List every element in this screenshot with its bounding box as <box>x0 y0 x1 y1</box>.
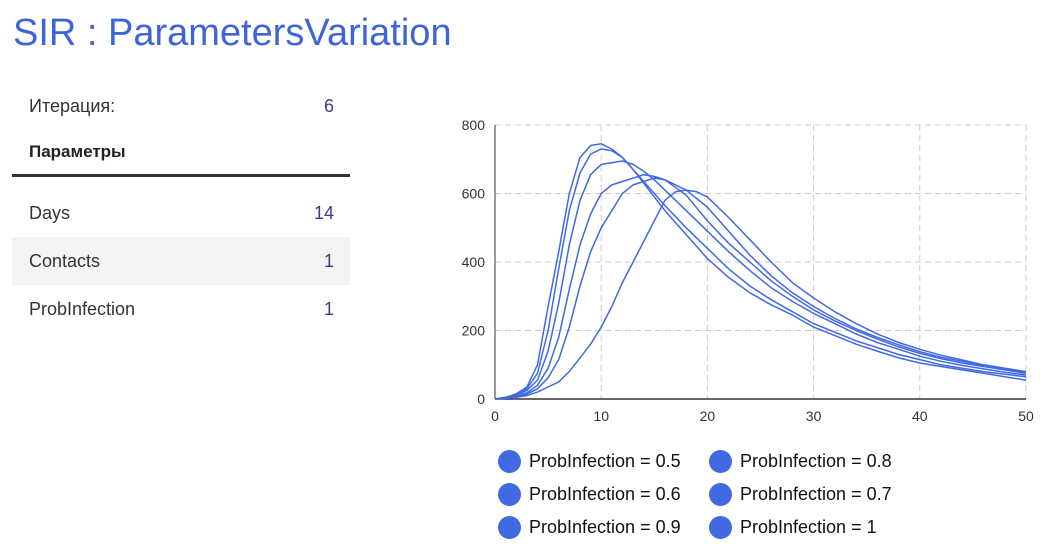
y-tick-label: 400 <box>462 254 486 270</box>
legend-marker-icon <box>498 482 521 506</box>
parameters-panel: Итерация: 6 Параметры Days 14 Contacts 1… <box>12 82 350 333</box>
param-row-contacts[interactable]: Contacts 1 <box>12 237 350 285</box>
param-value: 1 <box>323 298 334 319</box>
y-tick-label: 0 <box>477 391 485 407</box>
series-line <box>494 177 1027 400</box>
iteration-row: Итерация: 6 <box>12 82 350 130</box>
param-value: 1 <box>323 250 334 271</box>
iteration-label: Итерация: <box>29 95 116 116</box>
param-label: ProbInfection <box>29 298 136 319</box>
y-tick-label: 200 <box>462 323 486 339</box>
x-tick-label: 40 <box>912 408 928 424</box>
legend-item[interactable]: ProbInfection = 0.9 <box>498 515 709 539</box>
legend-marker-icon <box>709 482 732 506</box>
sir-chart: 0 200 400 600 800 0 10 20 30 40 50 ProbInfection =… <box>440 108 1040 548</box>
series-line <box>494 148 1027 400</box>
x-tick-label: 20 <box>700 408 716 424</box>
legend-label: ProbInfection = 0.9 <box>529 516 681 537</box>
legend-label: ProbInfection = 0.7 <box>740 483 892 504</box>
legend-item[interactable]: ProbInfection = 0.5 <box>498 449 709 473</box>
legend-item[interactable]: ProbInfection = 1 <box>709 515 920 539</box>
x-tick-label: 30 <box>806 408 822 424</box>
series-line <box>494 173 1027 400</box>
param-label: Days <box>29 202 71 223</box>
legend-marker-icon <box>709 449 732 473</box>
parameters-header: Параметры <box>12 130 350 174</box>
legend-marker-icon <box>498 449 521 473</box>
legend-label: ProbInfection = 0.8 <box>740 450 892 471</box>
x-tick-label: 10 <box>593 408 609 424</box>
series-line <box>494 160 1027 400</box>
legend-marker-icon <box>498 515 521 539</box>
chart-svg: 0 200 400 600 800 0 10 20 30 40 50 <box>462 117 1034 424</box>
parameters-header-label: Параметры <box>29 142 126 161</box>
param-value: 14 <box>313 202 334 223</box>
x-tick-label: 50 <box>1018 408 1034 424</box>
header-divider <box>12 174 350 177</box>
x-tick-label: 0 <box>491 408 499 424</box>
param-row-probinfection[interactable]: ProbInfection 1 <box>12 285 350 333</box>
chart-legend: ProbInfection = 0.5 ProbInfection = 0.8 … <box>498 449 978 539</box>
page-title: SIR : ParametersVariation <box>13 12 452 54</box>
legend-marker-icon <box>709 515 732 539</box>
series-line <box>494 189 1027 400</box>
legend-label: ProbInfection = 1 <box>740 516 877 537</box>
y-tick-label: 800 <box>462 117 486 133</box>
legend-label: ProbInfection = 0.5 <box>529 450 681 471</box>
series-line <box>494 143 1027 400</box>
param-label: Contacts <box>29 250 101 271</box>
legend-item[interactable]: ProbInfection = 0.8 <box>709 449 920 473</box>
iteration-value: 6 <box>323 95 334 116</box>
legend-item[interactable]: ProbInfection = 0.7 <box>709 482 920 506</box>
y-tick-label: 600 <box>462 186 486 202</box>
legend-label: ProbInfection = 0.6 <box>529 483 681 504</box>
param-row-days[interactable]: Days 14 <box>12 189 350 237</box>
legend-item[interactable]: ProbInfection = 0.6 <box>498 482 709 506</box>
